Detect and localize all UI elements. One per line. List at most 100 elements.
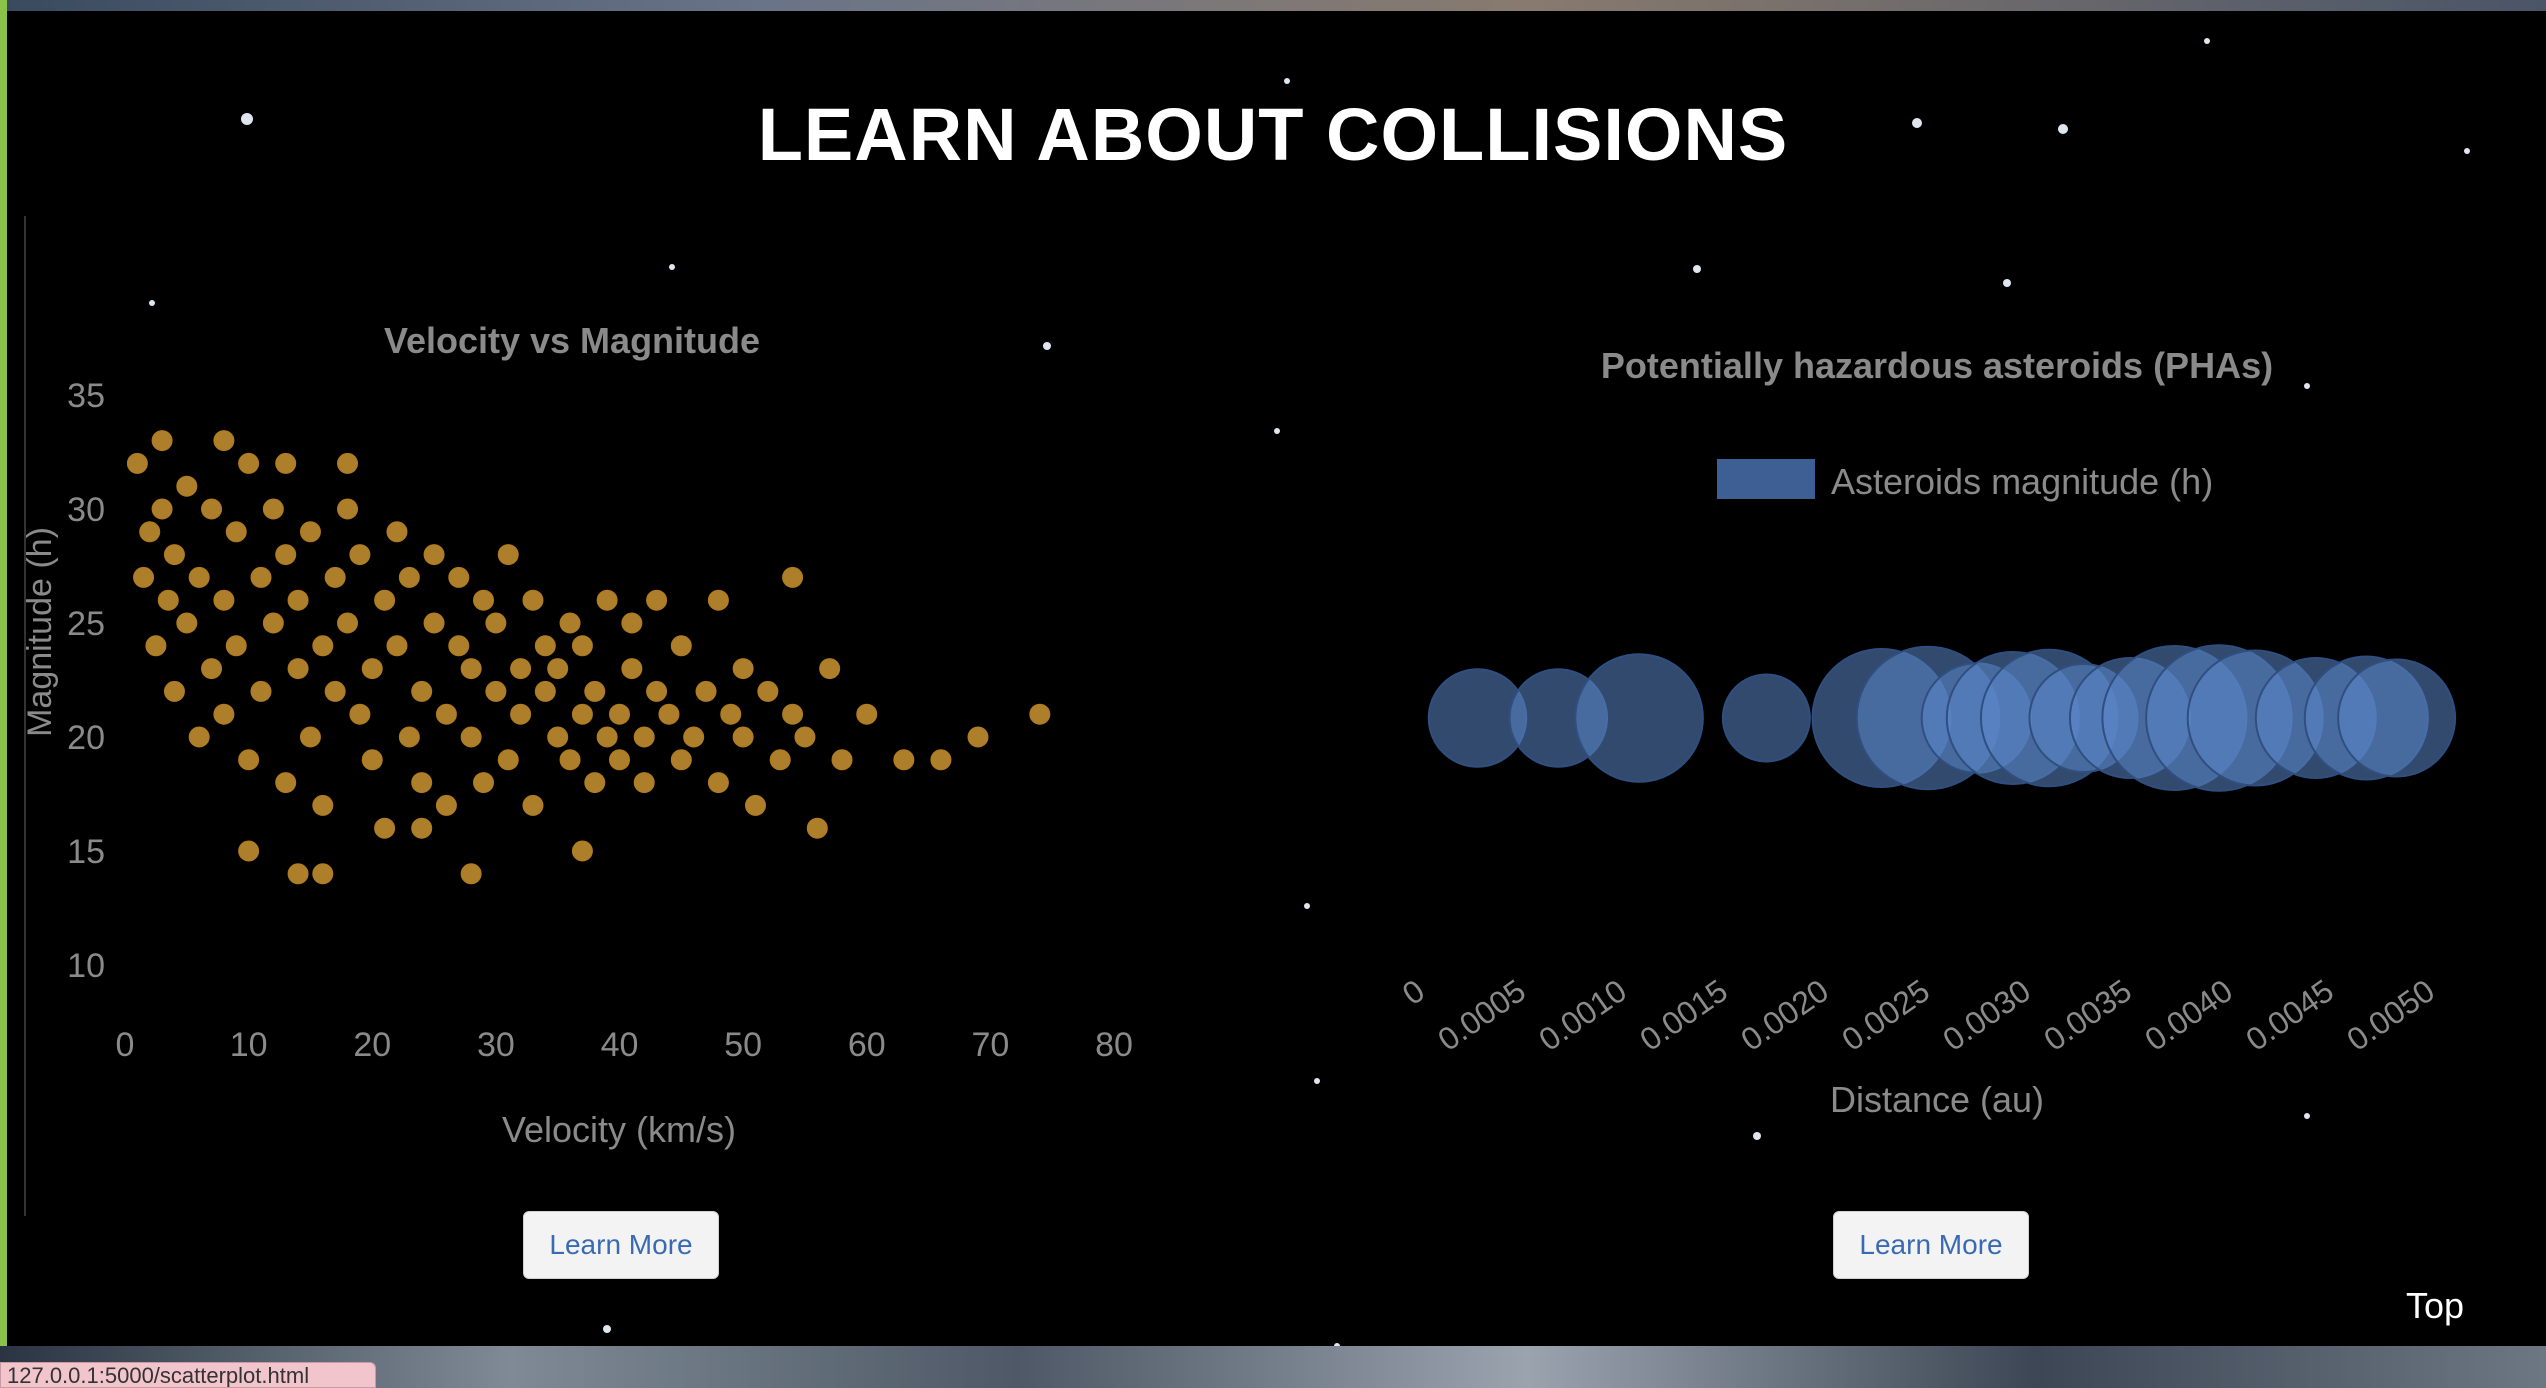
scatter-point <box>275 772 297 794</box>
scatter-point <box>337 452 359 474</box>
star <box>2304 383 2310 389</box>
scatter-point <box>374 817 396 839</box>
scatter-point <box>386 521 408 543</box>
scatter-point <box>411 772 433 794</box>
scatter-point <box>312 794 334 816</box>
scatter-points <box>126 430 1051 885</box>
star <box>1912 118 1922 128</box>
bubble <box>2337 658 2457 778</box>
scatter-point <box>571 840 593 862</box>
scatter-point <box>670 635 692 657</box>
scatter-point <box>151 498 173 520</box>
scatter-point <box>213 589 235 611</box>
x-axis-label: Distance (au) <box>1830 1079 2044 1120</box>
scatter-point <box>448 635 470 657</box>
x-tick: 0 <box>116 1026 135 1064</box>
scatter-point <box>163 680 185 702</box>
star <box>1314 1078 1320 1084</box>
scatter-point <box>411 680 433 702</box>
star <box>2058 124 2068 134</box>
x-tick: 0.0050 <box>2340 972 2441 1058</box>
scatter-point <box>497 544 519 566</box>
learn-more-button-pha[interactable]: Learn More <box>1833 1211 2029 1279</box>
x-tick: 10 <box>230 1026 268 1064</box>
scatter-point <box>262 498 284 520</box>
scatter-point <box>299 726 321 748</box>
scatter-point <box>275 452 297 474</box>
scatter-point <box>287 863 309 885</box>
scatter-point <box>460 658 482 680</box>
scatter-point <box>337 498 359 520</box>
x-tick: 0.0035 <box>2037 972 2138 1058</box>
star <box>603 1325 611 1333</box>
scatter-point <box>435 703 457 725</box>
scatter-point <box>448 566 470 588</box>
main-panel: Velocity vs Magnitude 10 15 20 25 30 35 0 10 20… <box>7 11 2546 1346</box>
scatter-point <box>633 772 655 794</box>
scatter-point <box>238 749 260 771</box>
status-bar-url: 127.0.0.1:5000/scatterplot.html <box>0 1362 376 1388</box>
x-tick: 20 <box>353 1026 391 1064</box>
scatter-point <box>151 430 173 452</box>
bubble <box>1574 653 1704 783</box>
x-tick: 40 <box>601 1026 639 1064</box>
scatter-point <box>683 726 705 748</box>
scatter-point <box>596 589 618 611</box>
scatter-point <box>398 566 420 588</box>
scatter-point <box>584 680 606 702</box>
scatter-point <box>584 772 606 794</box>
y-tick: 30 <box>67 491 105 529</box>
x-tick: 60 <box>848 1026 886 1064</box>
scatter-point <box>732 726 754 748</box>
scatter-point <box>201 658 223 680</box>
page-title: LEARN ABOUT COLLISIONS <box>757 93 1789 176</box>
x-tick: 0.0040 <box>2138 972 2239 1058</box>
scatter-point <box>411 817 433 839</box>
back-to-top-button[interactable]: Top <box>2405 1285 2465 1326</box>
x-tick: 0.0010 <box>1532 972 1633 1058</box>
scatter-point <box>349 703 371 725</box>
scatter-point <box>732 658 754 680</box>
scatter-point <box>157 589 179 611</box>
x-tick: 0.0020 <box>1734 972 1835 1058</box>
scatter-point <box>658 703 680 725</box>
star <box>2304 1113 2310 1119</box>
learn-more-button-velocity[interactable]: Learn More <box>523 1211 719 1279</box>
x-tick: 0.0030 <box>1936 972 2037 1058</box>
scatter-point <box>361 749 383 771</box>
scatter-point <box>473 589 495 611</box>
scatter-point <box>510 703 532 725</box>
scatter-point <box>757 680 779 702</box>
y-tick: 15 <box>67 833 105 871</box>
scatter-point <box>794 726 816 748</box>
star <box>2204 38 2210 44</box>
scatter-point <box>633 726 655 748</box>
scatter-point <box>534 680 556 702</box>
scatter-point <box>609 703 630 725</box>
chart-title: Potentially hazardous asteroids (PHAs) <box>1601 345 2273 386</box>
scatter-point <box>646 680 668 702</box>
scatter-point <box>769 749 791 771</box>
scatter-point <box>695 680 717 702</box>
scatter-point <box>707 589 729 611</box>
scatter-point <box>225 635 247 657</box>
scatter-point <box>225 521 247 543</box>
scatter-point <box>473 772 495 794</box>
star <box>2003 279 2011 287</box>
scatter-point <box>145 635 167 657</box>
scatter-point <box>460 726 482 748</box>
scatter-point <box>287 589 309 611</box>
scatter-point <box>534 635 556 657</box>
scatter-point <box>324 680 346 702</box>
scatter-point <box>609 749 630 771</box>
scatter-point <box>299 521 321 543</box>
scatter-point <box>213 703 235 725</box>
bubble-points <box>1427 644 2457 792</box>
y-tick: 10 <box>67 947 105 985</box>
scatter-point <box>238 840 260 862</box>
scatter-point <box>133 566 155 588</box>
scatter-point <box>510 658 532 680</box>
scatter-point <box>547 726 569 748</box>
scatter-point <box>485 612 507 634</box>
x-tick: 50 <box>724 1026 762 1064</box>
